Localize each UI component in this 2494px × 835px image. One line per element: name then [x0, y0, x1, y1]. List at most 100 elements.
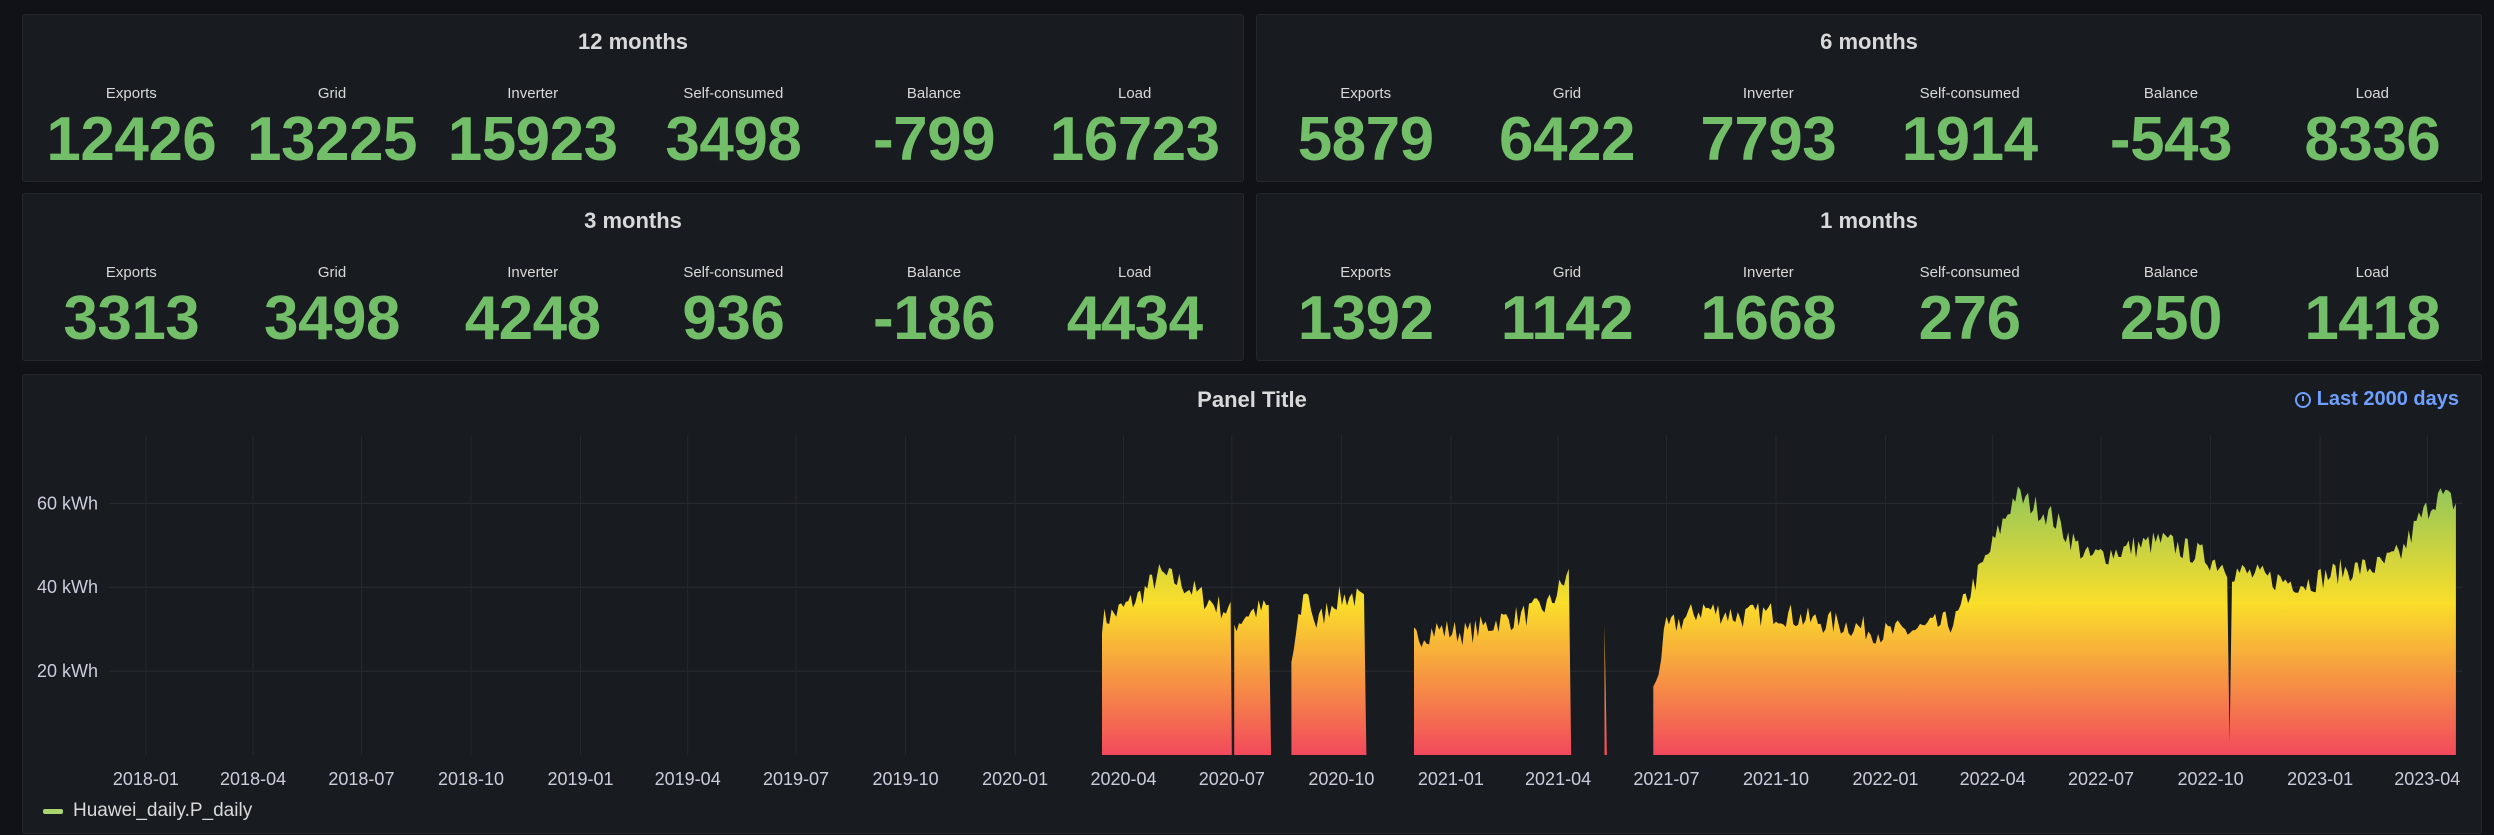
x-tick-label: 2018-01 — [113, 769, 179, 789]
stat-label: Exports — [105, 85, 157, 102]
stat-value: 3498 — [264, 284, 400, 353]
stat-row: Exports 12426 Grid 13225 Inverter 15923 Self-c… — [31, 83, 1235, 183]
stat-item: Grid 6422 — [1466, 83, 1667, 183]
x-tick-label: 2020-10 — [1308, 769, 1374, 789]
stat-value: 1914 — [1901, 105, 2038, 174]
x-tick-label: 2022-07 — [2068, 769, 2134, 789]
clock-icon — [2294, 391, 2311, 408]
stat-item: Exports 5879 — [1265, 83, 1466, 183]
stat-value: 1668 — [1700, 284, 1837, 353]
x-tick-label: 2021-10 — [1743, 769, 1809, 789]
chart-panel-title[interactable]: Panel Title — [1197, 387, 1307, 412]
stat-value: -186 — [872, 284, 996, 353]
stat-value: 250 — [2120, 284, 2222, 353]
stat-label: Self-consumed — [1919, 85, 2020, 102]
stat-label: Load — [2355, 264, 2389, 281]
stat-value: 3498 — [665, 105, 802, 174]
y-tick-label: 20 kWh — [37, 661, 98, 681]
stat-value: 16723 — [1049, 105, 1220, 174]
stat-label: Balance — [906, 264, 962, 281]
stat-item: Self-consumed 276 — [1869, 262, 2070, 362]
stat-label: Inverter — [507, 264, 559, 281]
stat-value: 4434 — [1066, 284, 1203, 353]
stat-label: Load — [1118, 85, 1152, 102]
stat-item: Inverter 15923 — [432, 83, 633, 183]
stat-label: Exports — [1340, 85, 1392, 102]
x-tick-label: 2021-04 — [1525, 769, 1591, 789]
stat-value: 12426 — [46, 105, 217, 174]
stat-value: 5879 — [1297, 105, 1434, 174]
stat-value: 15923 — [447, 105, 618, 174]
x-tick-label: 2022-10 — [2178, 769, 2244, 789]
stat-label: Load — [2355, 85, 2389, 102]
stat-value: 1142 — [1500, 284, 1634, 353]
stat-value: 4248 — [464, 284, 601, 353]
series-area-segment — [1653, 486, 2456, 755]
x-tick-label: 2019-04 — [655, 769, 721, 789]
stat-item: Inverter 7793 — [1668, 83, 1869, 183]
x-tick-label: 2019-01 — [547, 769, 613, 789]
stat-panel-title[interactable]: 12 months — [577, 29, 689, 54]
stat-value: 936 — [682, 284, 785, 353]
y-tick-label: 40 kWh — [37, 577, 98, 597]
x-tick-label: 2020-07 — [1199, 769, 1265, 789]
time-range-label[interactable]: Last 2000 days — [2316, 388, 2459, 410]
stat-value: 276 — [1918, 284, 2021, 353]
stat-item: Load 16723 — [1034, 83, 1235, 183]
x-tick-label: 2023-01 — [2287, 769, 2353, 789]
x-tick-label: 2021-01 — [1418, 769, 1484, 789]
stat-label: Inverter — [1742, 264, 1794, 281]
stat-item: Exports 3313 — [31, 262, 232, 362]
energy-chart-panel: Panel Title Last 2000 days 20 kWh 40 kWh 6… — [22, 374, 2482, 834]
legend-item-label[interactable]: Huawei_daily.P_daily — [73, 800, 253, 821]
x-tick-label: 2019-07 — [763, 769, 829, 789]
stat-value: 6422 — [1499, 105, 1635, 174]
stat-label: Grid — [317, 85, 347, 102]
x-tick-label: 2022-04 — [1960, 769, 2026, 789]
x-tick-label: 2020-01 — [982, 769, 1048, 789]
stat-panel: 1 months Exports 1392 Grid 1142 Inverter 1668 S… — [1256, 193, 2482, 361]
stat-item: Grid 1142 — [1466, 262, 1667, 362]
stat-item: Balance 250 — [2070, 262, 2271, 362]
x-tick-label: 2023-04 — [2394, 769, 2460, 789]
stat-item: Load 8336 — [2272, 83, 2473, 183]
stat-value: 7793 — [1700, 105, 1837, 174]
stat-value: 13225 — [247, 105, 417, 174]
stat-label: Load — [1118, 264, 1152, 281]
stat-label: Grid — [317, 264, 347, 281]
stat-label: Inverter — [1742, 85, 1794, 102]
x-tick-label: 2021-07 — [1633, 769, 1699, 789]
x-tick-label: 2019-10 — [873, 769, 939, 789]
stat-label: Inverter — [507, 85, 559, 102]
stat-value: 1392 — [1297, 284, 1434, 353]
stat-row: Exports 5879 Grid 6422 Inverter 7793 Self-cons… — [1265, 83, 2473, 183]
stat-label: Grid — [1552, 264, 1582, 281]
y-tick-label: 60 kWh — [37, 493, 98, 513]
stat-label: Balance — [906, 85, 962, 102]
stat-panel: 6 months Exports 5879 Grid 6422 Inverter 7793 S… — [1256, 14, 2482, 182]
stat-panel-title[interactable]: 1 months — [1820, 208, 1918, 233]
stat-item: Exports 1392 — [1265, 262, 1466, 362]
time-range-picker[interactable]: Last 2000 days — [2294, 388, 2459, 411]
x-tick-label: 2018-04 — [220, 769, 286, 789]
stat-item: Self-consumed 1914 — [1869, 83, 2070, 183]
stat-value: 3313 — [63, 284, 200, 353]
stat-panel: 12 months Exports 12426 Grid 13225 Inverter 15… — [22, 14, 1244, 182]
stat-label: Self-consumed — [683, 85, 784, 102]
series-area-segment — [1414, 568, 1572, 755]
chart-legend: Huawei_daily.P_daily — [43, 800, 252, 822]
stat-panel-title[interactable]: 6 months — [1820, 29, 1918, 54]
stat-panel: 3 months Exports 3313 Grid 3498 Inverter 4248 S… — [22, 193, 1244, 361]
stat-value: 8336 — [2304, 105, 2441, 174]
stat-item: Self-consumed 936 — [633, 262, 834, 362]
energy-area-chart: 20 kWh 40 kWh 60 kWh 2018-01 2018-04 2018-07 2… — [37, 435, 2463, 789]
stat-item: Load 4434 — [1034, 262, 1235, 362]
stat-panel-title[interactable]: 3 months — [584, 208, 682, 233]
x-tick-label: 2018-10 — [438, 769, 504, 789]
stat-item: Balance -186 — [834, 262, 1035, 362]
stat-item: Load 1418 — [2272, 262, 2473, 362]
stat-item: Inverter 1668 — [1668, 262, 1869, 362]
stat-label: Exports — [105, 264, 157, 281]
stat-item: Grid 13225 — [232, 83, 433, 183]
stat-item: Exports 12426 — [31, 83, 232, 183]
